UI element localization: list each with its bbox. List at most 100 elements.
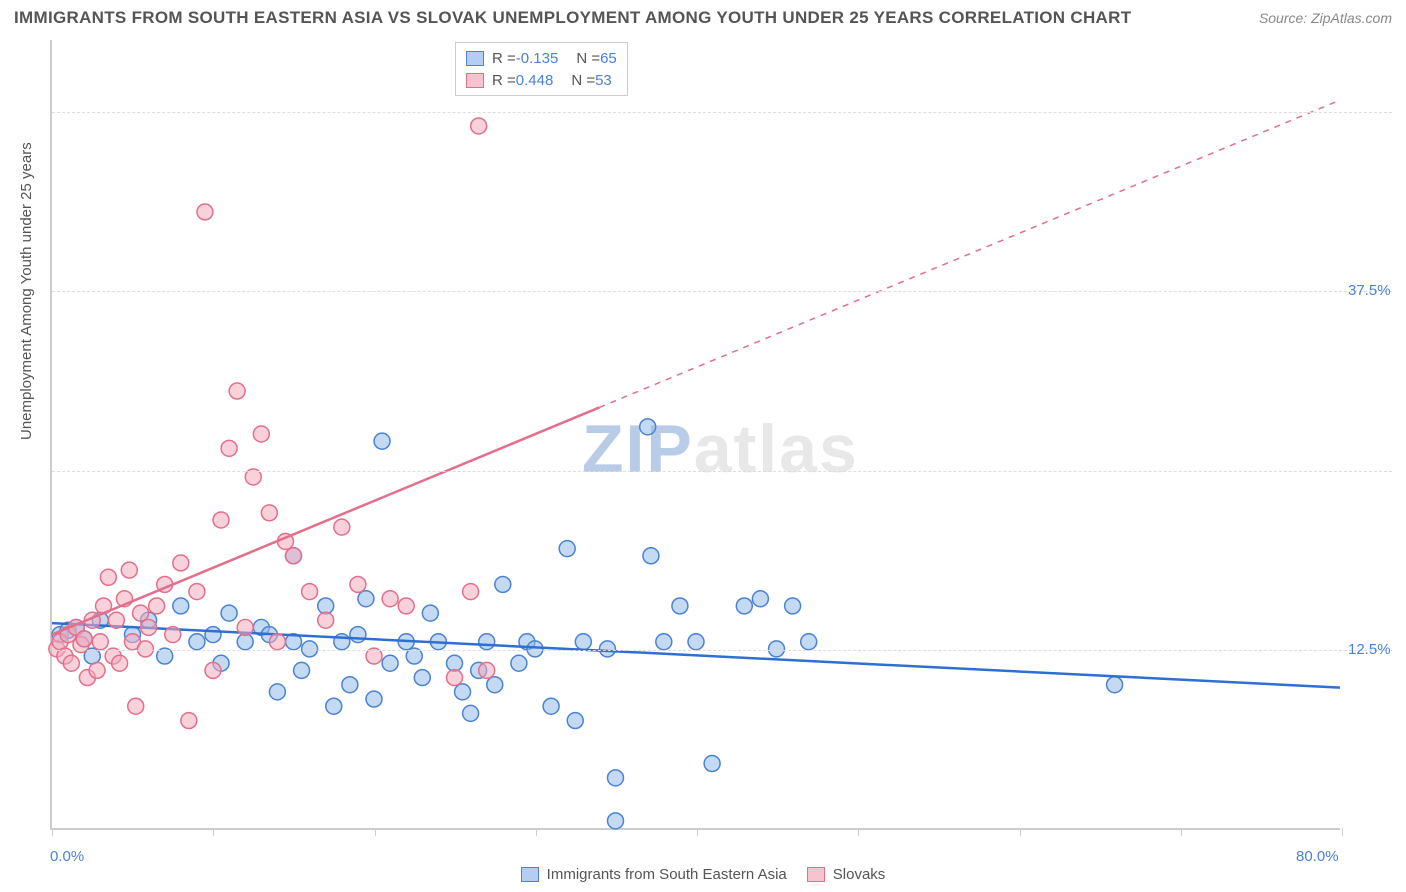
legend-row: R = 0.448N = 53	[466, 69, 617, 91]
data-point	[76, 631, 92, 647]
data-point	[89, 662, 105, 678]
data-point	[137, 641, 153, 657]
legend-series-label: Slovaks	[833, 866, 886, 883]
data-point	[398, 598, 414, 614]
data-point	[358, 591, 374, 607]
data-point	[471, 118, 487, 134]
data-point	[422, 605, 438, 621]
data-point	[463, 584, 479, 600]
data-point	[447, 670, 463, 686]
x-tick-label: 0.0%	[50, 848, 84, 865]
legend-r-value: 0.448	[516, 72, 554, 89]
data-point	[302, 584, 318, 600]
data-point	[1107, 677, 1123, 693]
data-point	[688, 634, 704, 650]
data-point	[237, 619, 253, 635]
data-point	[189, 584, 205, 600]
data-point	[149, 598, 165, 614]
data-point	[121, 562, 137, 578]
data-point	[769, 641, 785, 657]
data-point	[229, 383, 245, 399]
data-point	[455, 684, 471, 700]
legend-swatch	[466, 51, 484, 66]
data-point	[487, 677, 503, 693]
legend-swatch	[807, 867, 825, 882]
data-point	[221, 440, 237, 456]
data-point	[326, 698, 342, 714]
legend-series-item: Immigrants from South Eastern Asia	[521, 866, 787, 883]
source-attribution: Source: ZipAtlas.com	[1259, 10, 1392, 26]
data-point	[205, 627, 221, 643]
data-point	[302, 641, 318, 657]
y-tick-label: 37.5%	[1348, 282, 1391, 299]
legend-n-label: N =	[576, 50, 600, 67]
data-point	[704, 756, 720, 772]
data-point	[640, 419, 656, 435]
grid-line	[52, 471, 1392, 472]
grid-line	[52, 291, 1392, 292]
legend-r-label: R =	[492, 50, 516, 67]
data-point	[414, 670, 430, 686]
data-point	[205, 662, 221, 678]
data-point	[575, 634, 591, 650]
grid-line	[52, 112, 1392, 113]
x-tick	[697, 828, 698, 836]
legend-swatch	[466, 73, 484, 88]
chart-svg	[52, 40, 1340, 828]
data-point	[656, 634, 672, 650]
data-point	[133, 605, 149, 621]
data-point	[374, 433, 390, 449]
x-tick	[375, 828, 376, 836]
legend-series: Immigrants from South Eastern Asia Slovak…	[0, 866, 1406, 886]
chart-title: IMMIGRANTS FROM SOUTH EASTERN ASIA VS SL…	[14, 8, 1131, 28]
data-point	[141, 619, 157, 635]
data-point	[479, 634, 495, 650]
data-point	[801, 634, 817, 650]
x-tick	[52, 828, 53, 836]
data-point	[189, 634, 205, 650]
legend-row: R = -0.135 N = 65	[466, 47, 617, 69]
data-point	[63, 655, 79, 671]
data-point	[318, 612, 334, 628]
data-point	[237, 634, 253, 650]
data-point	[672, 598, 688, 614]
legend-n-value: 53	[595, 72, 612, 89]
x-tick	[213, 828, 214, 836]
data-point	[108, 612, 124, 628]
data-point	[221, 605, 237, 621]
data-point	[181, 713, 197, 729]
legend-n-label: N =	[571, 72, 595, 89]
legend-correlation: R = -0.135 N = 65R = 0.448 N = 53	[455, 42, 628, 96]
data-point	[165, 627, 181, 643]
grid-line	[52, 650, 1392, 651]
legend-series-item: Slovaks	[807, 866, 886, 883]
data-point	[785, 598, 801, 614]
legend-r-value: -0.135	[516, 50, 559, 67]
trend-line-extrapolated	[599, 100, 1340, 407]
data-point	[752, 591, 768, 607]
x-tick-label: 80.0%	[1296, 848, 1339, 865]
data-point	[366, 691, 382, 707]
legend-n-value: 65	[600, 50, 617, 67]
data-point	[294, 662, 310, 678]
data-point	[269, 634, 285, 650]
data-point	[447, 655, 463, 671]
data-point	[543, 698, 559, 714]
data-point	[643, 548, 659, 564]
data-point	[567, 713, 583, 729]
y-axis-label: Unemployment Among Youth under 25 years	[18, 142, 35, 440]
x-tick	[1020, 828, 1021, 836]
data-point	[608, 813, 624, 829]
data-point	[495, 576, 511, 592]
data-point	[112, 655, 128, 671]
data-point	[608, 770, 624, 786]
data-point	[318, 598, 334, 614]
data-point	[269, 684, 285, 700]
data-point	[382, 591, 398, 607]
x-tick	[858, 828, 859, 836]
data-point	[463, 705, 479, 721]
data-point	[559, 541, 575, 557]
data-point	[100, 569, 116, 585]
data-point	[599, 641, 615, 657]
data-point	[286, 548, 302, 564]
